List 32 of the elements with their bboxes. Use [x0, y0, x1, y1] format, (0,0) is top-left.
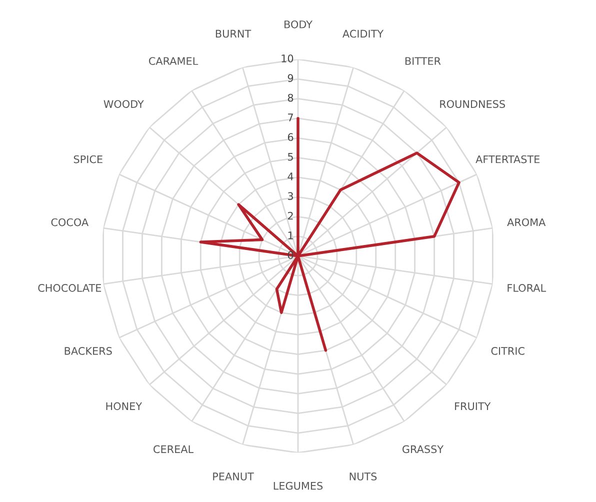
spoke-label: BACKERS [64, 347, 112, 355]
y-tick-label: 8 [288, 94, 294, 102]
spoke-label: FRUITY [455, 402, 491, 410]
spoke-label: WOODY [104, 100, 144, 108]
y-tick-label: 4 [288, 172, 294, 180]
spoke-label: CITRIC [491, 347, 524, 355]
spoke-label: CEREAL [154, 445, 194, 454]
y-tick-label: 9 [288, 74, 294, 82]
y-tick-label: 10 [282, 54, 294, 62]
spoke-label: FLORAL [508, 284, 546, 292]
spoke-label: AROMA [507, 218, 546, 226]
y-tick-label: 7 [288, 114, 293, 122]
spoke-label: AFTERTASTE [476, 155, 540, 164]
y-tick-label: 3 [288, 192, 293, 200]
spoke-label: SPICE [74, 155, 102, 164]
spoke-label: HONEY [106, 402, 142, 410]
spoke-label: BODY [284, 20, 313, 28]
y-tick-label: 6 [288, 133, 294, 142]
y-tick-label: 2 [288, 212, 293, 220]
y-tick-label: 5 [288, 152, 293, 161]
spoke-label: CARAMEL [148, 57, 198, 65]
spoke-label: NUTS [350, 472, 377, 480]
spoke-label: COCOA [51, 218, 88, 226]
spoke-label: ROUNDNESS [440, 100, 506, 108]
spoke-label: CHOCOLATE [38, 284, 102, 292]
spoke-label: BURNT [216, 30, 252, 38]
spoke-label: LEGUMES [274, 482, 323, 490]
spoke-label: GRASSY [402, 445, 444, 454]
spoke-label: ACIDITY [342, 30, 384, 38]
spoke-label: PEANUT [213, 472, 254, 480]
spoke-label: BITTER [405, 57, 441, 65]
y-tick-label: 1 [288, 232, 293, 240]
